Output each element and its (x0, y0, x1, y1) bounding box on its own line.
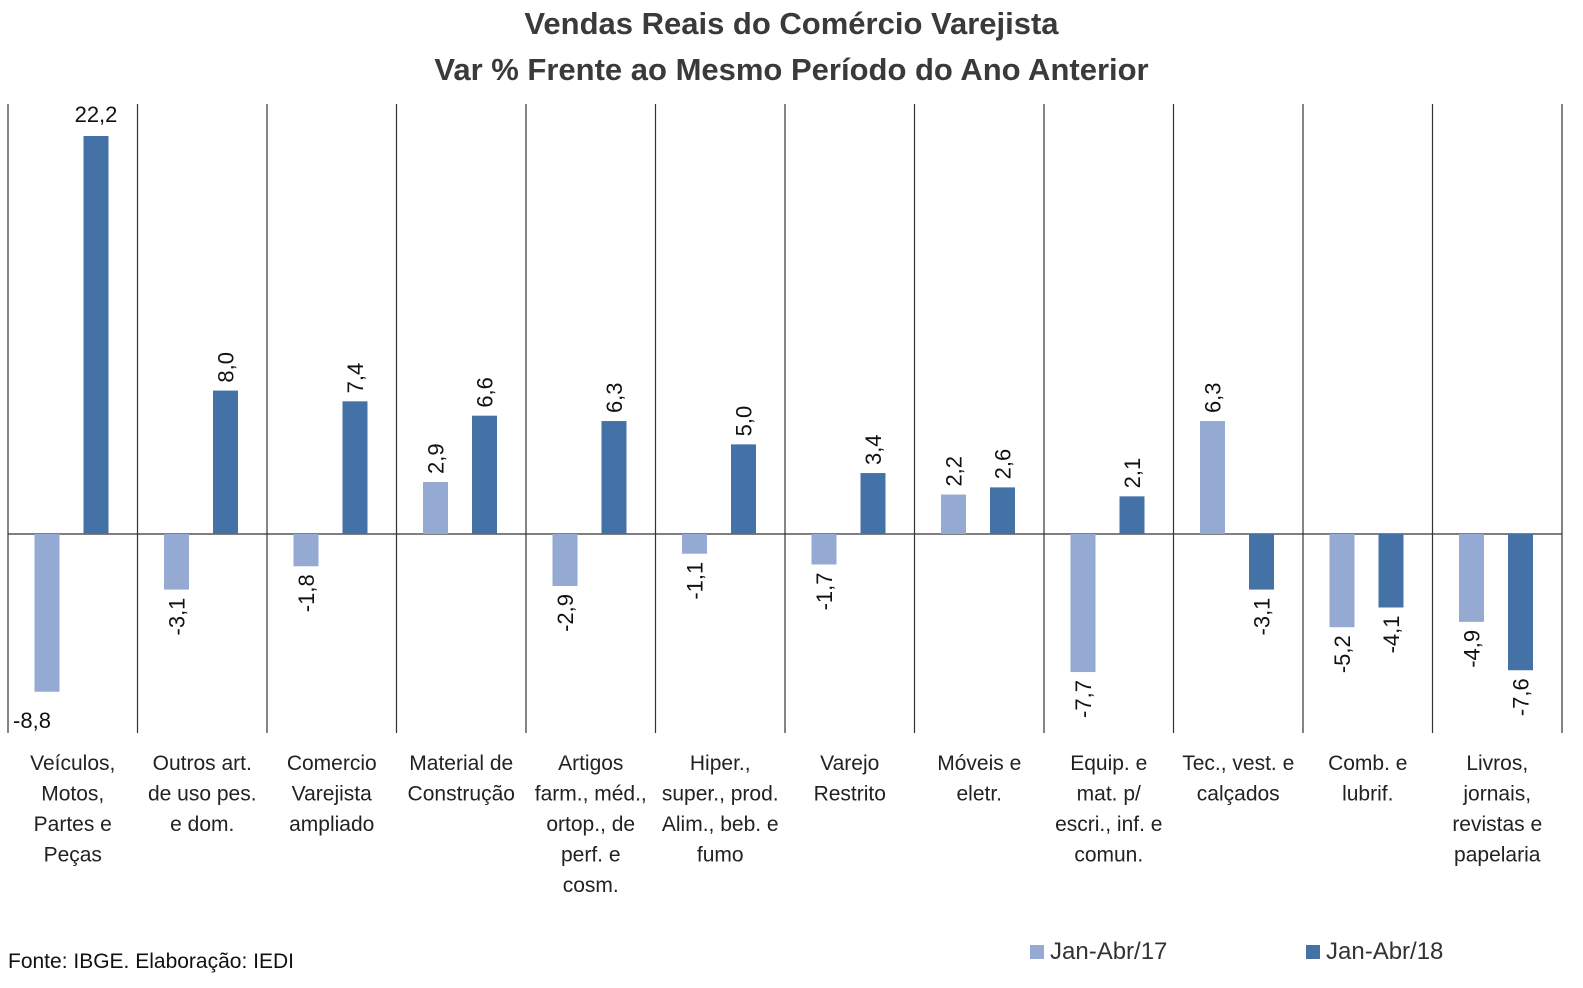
bar-series-2 (472, 415, 497, 534)
data-label: 8,0 (214, 352, 239, 383)
data-label: -3,1 (165, 598, 190, 636)
category-label: Material de Construção (408, 752, 515, 806)
data-label: 2,1 (1120, 458, 1145, 489)
bar-series-1 (164, 534, 189, 590)
data-label: -8,8 (13, 708, 51, 733)
bar-series-1 (811, 534, 837, 565)
category-label: Móveis e eletr. (937, 752, 1021, 806)
bar-chart: -8,8 -3,1 -1,8 2,9 -2,9 -1,1 -1,7 2,2 -7,7 6,3 -5,… (7, 102, 1563, 897)
category-label: Outros art. de uso pes. e dom. (148, 752, 257, 836)
bar-series-1 (34, 534, 60, 692)
category-label: Artigos farm., méd., ortop., de perf. e cosm… (535, 752, 647, 897)
legend-item-series-1: Jan-Abr/17 (1030, 938, 1167, 966)
legend-label-series-2: Jan-Abr/18 (1326, 938, 1444, 965)
data-label: 6,3 (1201, 382, 1226, 413)
data-label: -7,7 (1071, 680, 1096, 718)
category-label: Livros, jornais, revistas e papelaria (1452, 752, 1542, 867)
data-label: -4,1 (1379, 616, 1404, 654)
bar-series-2 (83, 136, 109, 534)
source-note: Fonte: IBGE. Elaboração: IEDI (8, 950, 294, 973)
chart-title: Vendas Reais do Comércio Varejista (524, 6, 1059, 41)
data-label: 5,0 (732, 406, 757, 437)
data-label: 6,3 (602, 382, 627, 413)
bar-series-1 (1329, 534, 1355, 628)
category-label: Varejo Restrito (814, 752, 886, 806)
chart-subtitle: Var % Frente ao Mesmo Período do Ano Ant… (434, 52, 1149, 87)
bar-series-2 (213, 390, 238, 534)
bar-series-1 (1070, 534, 1096, 673)
legend-item-series-2: Jan-Abr/18 (1306, 938, 1443, 966)
category-label: Veículos, Motos, Partes e Peças (30, 752, 115, 867)
bar-series-2 (601, 421, 627, 534)
bar-series-1 (941, 494, 966, 534)
legend-label-series-1: Jan-Abr/17 (1050, 938, 1168, 965)
bar-series-1 (1200, 421, 1225, 534)
data-label: 22,2 (75, 102, 118, 127)
bar-series-2 (1249, 534, 1274, 590)
data-label: 2,6 (991, 449, 1016, 480)
bar-series-1 (682, 534, 707, 554)
data-label: 3,4 (861, 434, 886, 465)
bar-series-2 (860, 473, 886, 534)
bar-series-2 (342, 401, 368, 534)
bar-series-2 (1119, 496, 1145, 534)
bar-series-2 (1508, 534, 1533, 671)
category-label: Tec., vest. e calçados (1182, 752, 1294, 806)
data-label: -3,1 (1250, 598, 1275, 636)
legend-swatch-series-2 (1306, 945, 1320, 959)
data-label: -5,2 (1330, 635, 1355, 673)
category-label: Hiper., super., prod. Alim., beb. e fumo (662, 752, 779, 867)
data-label: -1,8 (294, 574, 319, 612)
category-label: Comercio Varejista ampliado (287, 752, 377, 836)
category-label: Equip. e mat. p/escri., inf. e comun. (1055, 752, 1162, 867)
bar-series-2 (1378, 534, 1404, 608)
data-label: -2,9 (553, 594, 578, 632)
data-label: -1,7 (812, 572, 837, 610)
data-label: 2,2 (942, 456, 967, 487)
bar-series-2 (731, 444, 756, 534)
bar-series-2 (990, 487, 1015, 534)
data-label: 2,9 (424, 443, 449, 474)
data-label: 6,6 (473, 377, 498, 408)
category-label: Comb. e lubrif. (1328, 752, 1407, 806)
data-label: -7,6 (1509, 678, 1534, 716)
data-label: -4,9 (1460, 630, 1485, 668)
data-label: -1,1 (683, 562, 708, 600)
bar-series-1 (423, 482, 448, 534)
legend-swatch-series-1 (1030, 945, 1044, 959)
bar-series-1 (293, 534, 319, 567)
data-label: 7,4 (343, 363, 368, 394)
bar-series-1 (552, 534, 578, 586)
bar-series-1 (1459, 534, 1484, 622)
